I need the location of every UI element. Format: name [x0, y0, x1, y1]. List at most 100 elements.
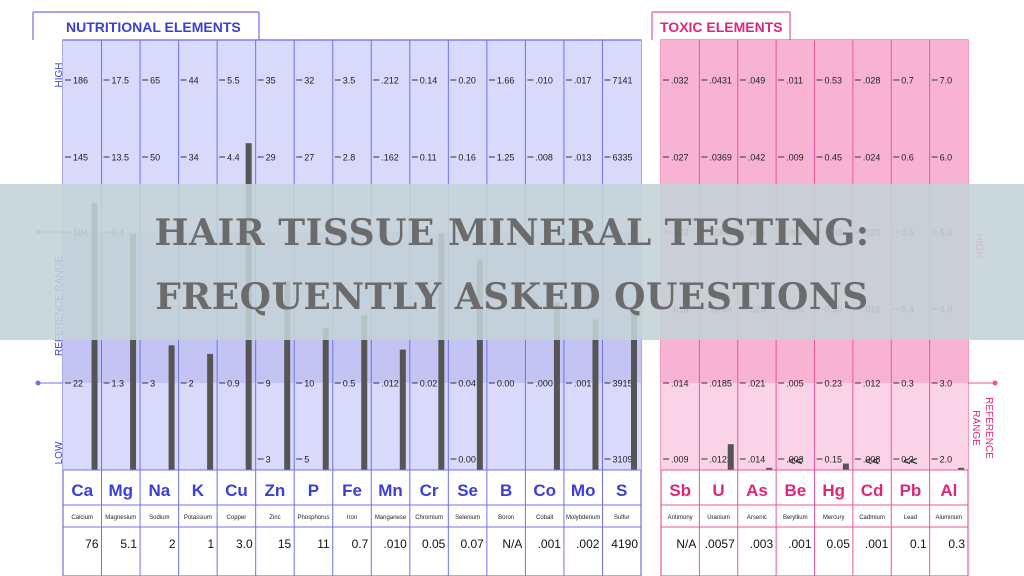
- nutritional-scale-label: 0.5: [343, 379, 356, 389]
- toxic-range-label: RANGE: [970, 410, 981, 446]
- toxic-scale-label: .042: [748, 153, 766, 163]
- toxic-name: Beryllium: [783, 515, 808, 521]
- nutritional-symbol: Co: [533, 481, 556, 500]
- nutritional-bar-mo: [592, 319, 599, 470]
- nutritional-scale-label: 44: [189, 76, 199, 86]
- nutritional-symbol: P: [308, 481, 319, 500]
- nutritional-bar-p: [322, 328, 329, 470]
- nutritional-symbol: Mg: [109, 481, 134, 500]
- toxic-scale-label: .008: [863, 455, 881, 465]
- nutritional-name: Manganese: [375, 515, 407, 521]
- nutritional-scale-label: 1.3: [112, 379, 125, 389]
- toxic-result: .001: [865, 537, 889, 551]
- nutritional-bar-s: [631, 306, 637, 470]
- nutritional-symbol: S: [616, 481, 627, 500]
- nutritional-name: Iron: [347, 515, 357, 521]
- nutritional-result: 11: [317, 537, 330, 551]
- nutritional-name: Sodium: [149, 515, 169, 521]
- nutritional-result: 0.05: [422, 537, 446, 551]
- nutritional-elements-title: NUTRITIONAL ELEMENTS: [66, 19, 241, 35]
- nutritional-result: 2: [169, 537, 176, 551]
- nutritional-scale-label: 0.11: [420, 153, 437, 163]
- high-label: HIGH: [54, 63, 65, 88]
- nutritional-bar-na: [168, 345, 175, 470]
- toxic-scale-label: 0.3: [901, 379, 914, 389]
- toxic-bar-as: [766, 467, 773, 470]
- nutritional-result: N/A: [502, 537, 522, 551]
- toxic-symbol: Hg: [822, 481, 845, 500]
- nutritional-name: Calcium: [71, 515, 93, 521]
- toxic-scale-label: .024: [863, 153, 881, 163]
- nutritional-scale-label: 3: [150, 379, 155, 389]
- nutritional-scale-label: .012: [381, 379, 399, 389]
- nutritional-scale-label: .001: [574, 379, 592, 389]
- toxic-scale-label: .0185: [709, 379, 732, 389]
- nutritional-scale-label: 5: [304, 455, 309, 465]
- nutritional-symbol: Cu: [225, 481, 248, 500]
- toxic-symbol: U: [712, 481, 724, 500]
- toxic-result: 0.1: [910, 537, 927, 551]
- nutritional-symbol: Ca: [71, 481, 93, 500]
- toxic-scale-label: .027: [671, 153, 689, 163]
- toxic-scale-label: 7.0: [940, 76, 953, 86]
- toxic-below-marker: <<: [903, 454, 917, 468]
- reference-bottom-dot: [35, 380, 41, 386]
- toxic-scale-label: 3.0: [940, 379, 953, 389]
- toxic-scale-label: .0431: [709, 76, 732, 86]
- toxic-scale-label: .021: [748, 379, 766, 389]
- nutritional-scale-label: 5.5: [227, 76, 240, 86]
- nutritional-result: 76: [85, 537, 99, 551]
- toxic-scale-label: .049: [748, 76, 766, 86]
- nutritional-scale-label: 0.16: [458, 153, 476, 163]
- nutritional-name: Molybdenum: [566, 515, 600, 521]
- toxic-result: .0057: [705, 537, 735, 551]
- nutritional-scale-label: .008: [535, 153, 553, 163]
- nutritional-bar-co: [553, 302, 560, 470]
- nutritional-result: 0.07: [461, 537, 485, 551]
- toxic-result: 0.3: [948, 537, 965, 551]
- toxic-scale-label: .014: [671, 379, 689, 389]
- toxic-name: Arsenic: [747, 515, 767, 521]
- toxic-symbol: Sb: [669, 481, 691, 500]
- toxic-symbol: Be: [784, 481, 806, 500]
- nutritional-scale-label: 0.00: [458, 455, 476, 465]
- nutritional-scale-label: 6335: [612, 153, 632, 163]
- nutritional-scale-label: 32: [304, 76, 314, 86]
- title-banner: [0, 184, 1024, 340]
- toxic-name: Mercury: [823, 515, 845, 521]
- nutritional-scale-label: 0.02: [420, 379, 438, 389]
- toxic-scale-label: 0.7: [901, 76, 914, 86]
- nutritional-bar-k: [207, 353, 214, 470]
- nutritional-scale-label: 1.25: [497, 153, 515, 163]
- nutritional-scale-label: .010: [535, 76, 553, 86]
- nutritional-scale-label: .017: [574, 76, 592, 86]
- toxic-result: .003: [750, 537, 774, 551]
- nutritional-scale-label: 34: [189, 153, 199, 163]
- nutritional-symbol: K: [192, 481, 205, 500]
- toxic-name: Uranium: [707, 515, 730, 521]
- nutritional-symbol: Se: [457, 481, 478, 500]
- nutritional-name: Potassium: [184, 515, 212, 521]
- toxic-name: Aluminum: [935, 515, 962, 521]
- toxic-result: N/A: [676, 537, 696, 551]
- nutritional-result: .010: [383, 537, 407, 551]
- nutritional-name: Phosphorus: [297, 515, 329, 521]
- toxic-scale-label: 6.0: [940, 153, 953, 163]
- nutritional-scale-label: 3.5: [343, 76, 356, 86]
- nutritional-symbol: B: [500, 481, 512, 500]
- nutritional-scale-label: 1.66: [497, 76, 515, 86]
- nutritional-result: 15: [278, 537, 292, 551]
- nutritional-bar-mg: [130, 233, 137, 470]
- nutritional-result: 3.0: [236, 537, 253, 551]
- nutritional-scale-label: 2: [189, 379, 194, 389]
- nutritional-result: 5.1: [120, 537, 137, 551]
- toxic-scale-label: .0369: [709, 153, 732, 163]
- banner-title-line2: FREQUENTLY ASKED QUESTIONS: [155, 276, 869, 318]
- toxic-scale-label: .009: [671, 455, 689, 465]
- nutritional-name: Selenium: [455, 515, 480, 521]
- nutritional-scale-label: 186: [73, 76, 88, 86]
- toxic-scale-label: .009: [786, 153, 804, 163]
- toxic-elements-title: TOXIC ELEMENTS: [660, 19, 783, 35]
- toxic-bar-u: [727, 444, 734, 470]
- toxic-scale-label: .011: [786, 76, 803, 86]
